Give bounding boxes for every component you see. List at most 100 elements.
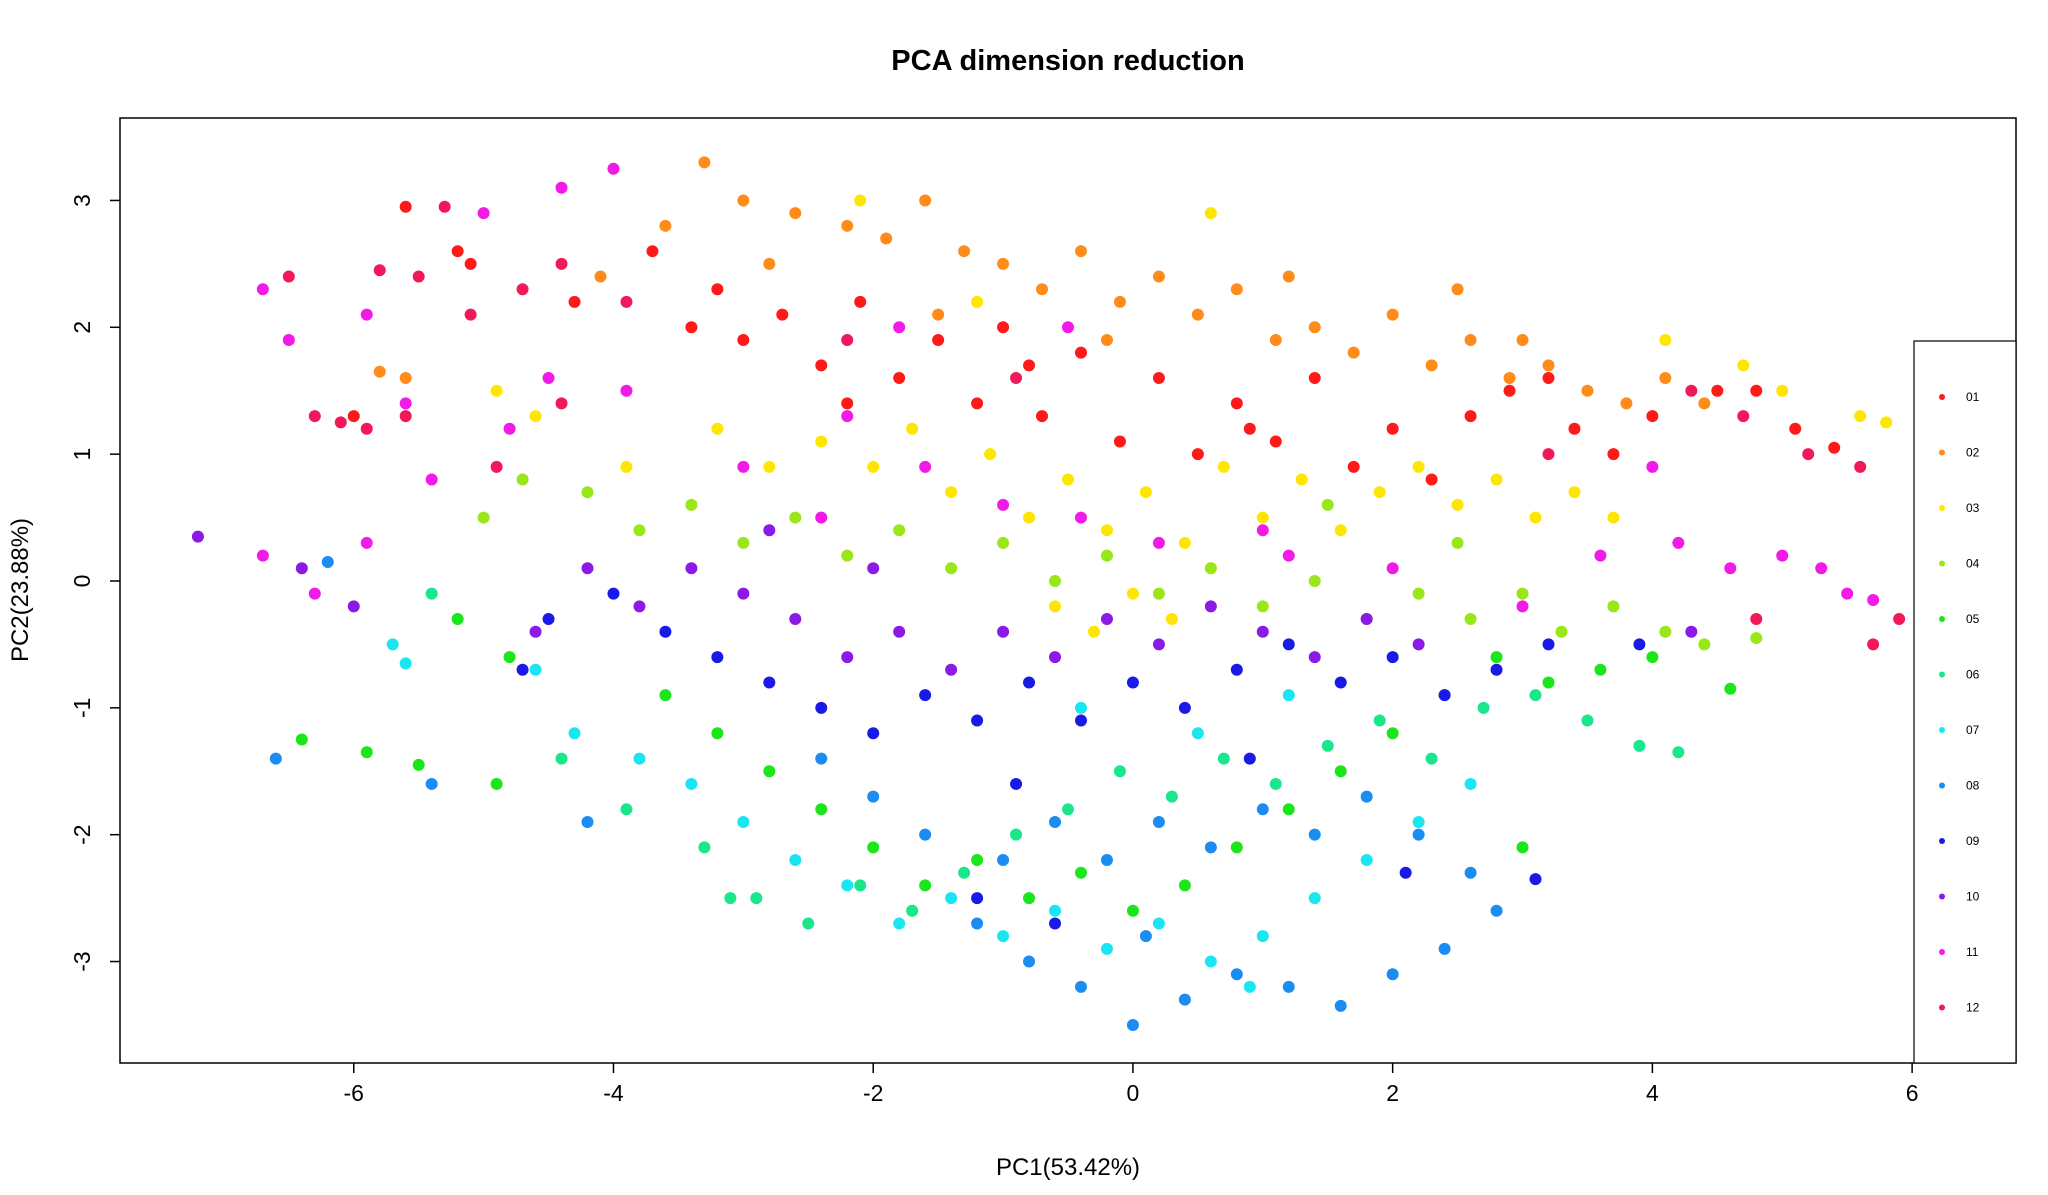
data-point xyxy=(412,758,425,771)
x-tick-label: 4 xyxy=(1646,1080,1659,1106)
data-point xyxy=(815,752,828,765)
series-12 xyxy=(282,200,1906,651)
legend-label: 09 xyxy=(1966,834,1980,848)
data-point xyxy=(841,879,854,892)
legend-marker xyxy=(1939,1004,1945,1011)
data-point xyxy=(1581,714,1594,727)
data-point xyxy=(555,752,568,765)
data-point xyxy=(1049,904,1062,917)
data-point xyxy=(451,613,464,626)
data-point xyxy=(763,765,776,778)
data-point xyxy=(763,257,776,270)
data-point xyxy=(906,904,919,917)
data-point xyxy=(256,283,269,296)
data-point xyxy=(282,333,295,346)
data-point xyxy=(737,333,750,346)
data-point xyxy=(399,410,412,423)
data-point xyxy=(1049,651,1062,664)
data-point xyxy=(659,689,672,702)
data-point xyxy=(1776,549,1789,562)
data-point xyxy=(1062,321,1074,334)
data-point xyxy=(1010,777,1023,790)
legend-label: 03 xyxy=(1966,501,1980,515)
data-point xyxy=(997,536,1010,549)
legend-label: 12 xyxy=(1966,1001,1980,1015)
data-point xyxy=(815,803,828,816)
data-point xyxy=(594,270,607,283)
data-point xyxy=(737,536,750,549)
data-point xyxy=(1282,549,1295,562)
data-point xyxy=(295,733,308,746)
data-point xyxy=(1036,283,1049,296)
data-point xyxy=(867,562,880,575)
data-point xyxy=(1308,372,1321,385)
data-point xyxy=(1672,536,1685,549)
y-tick-label: 1 xyxy=(69,448,95,461)
data-point xyxy=(516,283,529,296)
data-point xyxy=(555,257,568,270)
data-point xyxy=(1685,384,1698,397)
data-point xyxy=(1256,511,1269,524)
series-06 xyxy=(425,587,1685,930)
data-point xyxy=(1516,841,1529,854)
data-point xyxy=(919,828,932,841)
data-point xyxy=(893,524,906,537)
data-point xyxy=(1308,321,1321,334)
series-01 xyxy=(347,200,1841,486)
data-point xyxy=(1490,904,1503,917)
data-point xyxy=(1178,701,1191,714)
data-point xyxy=(503,422,516,435)
data-point xyxy=(1010,372,1023,385)
y-tick-label: 3 xyxy=(69,194,95,207)
legend-item: 11 xyxy=(1939,945,1979,959)
data-point xyxy=(1230,397,1243,410)
data-point xyxy=(1217,752,1230,765)
data-point xyxy=(958,245,971,258)
data-point xyxy=(1516,333,1529,346)
series-08 xyxy=(269,555,1503,1031)
data-point xyxy=(1542,359,1555,372)
series-10 xyxy=(191,524,1698,676)
y-axis: -3 -2 -1 0 1 2 3 xyxy=(69,194,120,972)
data-point xyxy=(1594,663,1607,676)
data-point xyxy=(516,473,529,486)
data-point xyxy=(1230,841,1243,854)
data-point xyxy=(1633,638,1646,651)
data-point xyxy=(1178,536,1191,549)
y-tick-label: 0 xyxy=(69,575,95,588)
data-point xyxy=(971,917,984,930)
data-point xyxy=(906,422,919,435)
legend-item: 08 xyxy=(1939,779,1980,793)
data-point xyxy=(1659,372,1672,385)
data-point xyxy=(1049,574,1062,587)
data-point xyxy=(191,530,204,543)
data-point xyxy=(503,651,516,664)
data-point xyxy=(854,194,867,207)
legend-item: 09 xyxy=(1939,834,1980,848)
y-axis-label: PC2(23.88%) xyxy=(7,518,34,662)
series-02 xyxy=(373,156,1711,410)
data-point xyxy=(412,270,425,283)
data-point xyxy=(1750,384,1763,397)
data-point xyxy=(711,727,724,740)
data-point xyxy=(971,892,984,905)
data-point xyxy=(1412,587,1425,600)
data-point xyxy=(1204,562,1217,575)
data-point xyxy=(1321,498,1334,511)
data-point xyxy=(893,321,906,334)
data-point xyxy=(1256,803,1269,816)
data-point xyxy=(1386,562,1399,575)
legend-item: 02 xyxy=(1939,446,1980,460)
legend-marker xyxy=(1939,893,1945,900)
data-point xyxy=(425,777,438,790)
x-axis-label: PC1(53.42%) xyxy=(996,1154,1140,1181)
data-point xyxy=(1204,600,1217,613)
data-point xyxy=(1049,600,1062,613)
data-point xyxy=(568,727,581,740)
data-point xyxy=(1074,866,1087,879)
data-point xyxy=(1256,625,1269,638)
data-point xyxy=(1815,562,1828,575)
data-point xyxy=(1074,511,1087,524)
legend-marker xyxy=(1939,505,1945,511)
data-point xyxy=(1282,270,1295,283)
